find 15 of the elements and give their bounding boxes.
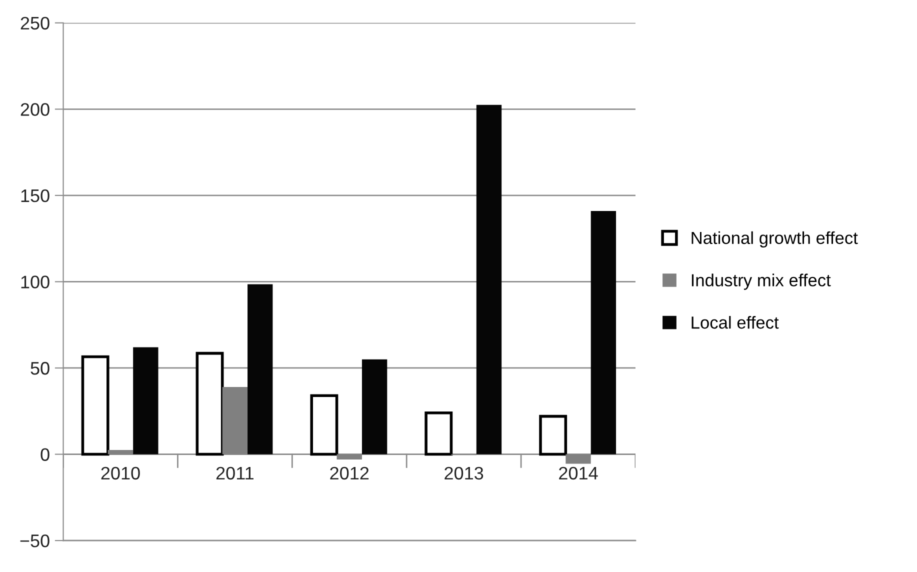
legend-label: Local effect <box>692 316 779 329</box>
x-tick-label: 2011 <box>216 466 254 480</box>
y-tick-label: 250 <box>20 16 50 30</box>
x-tick-label: 2010 <box>101 466 140 480</box>
y-tick-label: 200 <box>20 103 50 116</box>
x-tick-label: 2013 <box>444 466 484 480</box>
legend-label: Industry mix effect <box>692 274 831 290</box>
y-tick-label: 100 <box>21 276 50 288</box>
y-tick-label: 150 <box>21 189 50 202</box>
y-tick-label: 0 <box>40 448 50 461</box>
x-tick-label: 2012 <box>330 466 369 480</box>
legend-label: National growth effect <box>692 231 858 248</box>
y-tick-label: 50 <box>30 362 50 375</box>
x-tick-label: 2014 <box>559 466 598 480</box>
y-tick-label: −50 <box>20 534 50 548</box>
